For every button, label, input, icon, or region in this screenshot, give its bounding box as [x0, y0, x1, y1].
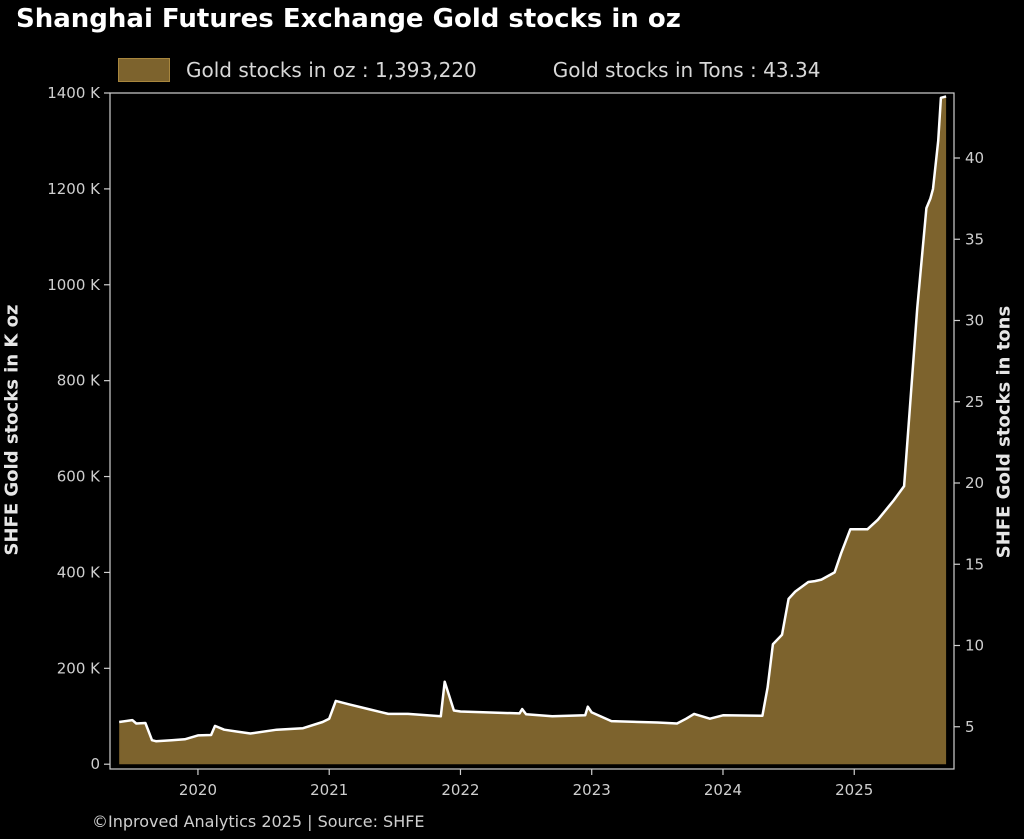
area-fill: [119, 96, 947, 765]
legend-series-label: Gold stocks in oz : 1,393,220: [186, 58, 477, 82]
plot-frame: [109, 92, 955, 770]
footer-credit: ©Inproved Analytics 2025 | Source: SHFE: [92, 812, 425, 831]
y-left-tick-label: 400 K: [57, 563, 101, 581]
y-right-tick-label: 15: [965, 555, 984, 573]
x-tick-label: 2025: [835, 781, 873, 799]
y-left-tick-label: 1000 K: [47, 276, 101, 294]
y-left-tick-label: 0: [90, 755, 100, 773]
y-right-tick-label: 30: [965, 312, 984, 330]
y-right-tick-label: 5: [965, 718, 975, 736]
legend-swatch: [118, 58, 170, 82]
x-tick-label: 2020: [179, 781, 217, 799]
y-right-tick-label: 25: [965, 393, 984, 411]
y-left-tick-label: 600 K: [57, 468, 101, 486]
y-left-tick-label: 1200 K: [47, 180, 101, 198]
series-line: [119, 95, 947, 743]
chart-title: Shanghai Futures Exchange Gold stocks in…: [16, 4, 681, 34]
x-tick-label: 2022: [441, 781, 479, 799]
y-left-tick-label: 800 K: [57, 372, 101, 390]
y-left-tick-label: 1400 K: [47, 84, 101, 102]
y-right-tick-label: 10: [965, 637, 984, 655]
y-left-tick-label: 200 K: [57, 659, 101, 677]
x-tick-label: 2024: [704, 781, 742, 799]
legend: Gold stocks in oz : 1,393,220 Gold stock…: [118, 56, 820, 84]
y-right-tick-label: 20: [965, 474, 984, 492]
y-right-tick-label: 40: [965, 149, 984, 167]
x-tick-label: 2023: [573, 781, 611, 799]
legend-tons-label: Gold stocks in Tons : 43.34: [552, 58, 821, 82]
x-tick-label: 2021: [310, 781, 348, 799]
y-right-tick-label: 35: [965, 230, 984, 248]
